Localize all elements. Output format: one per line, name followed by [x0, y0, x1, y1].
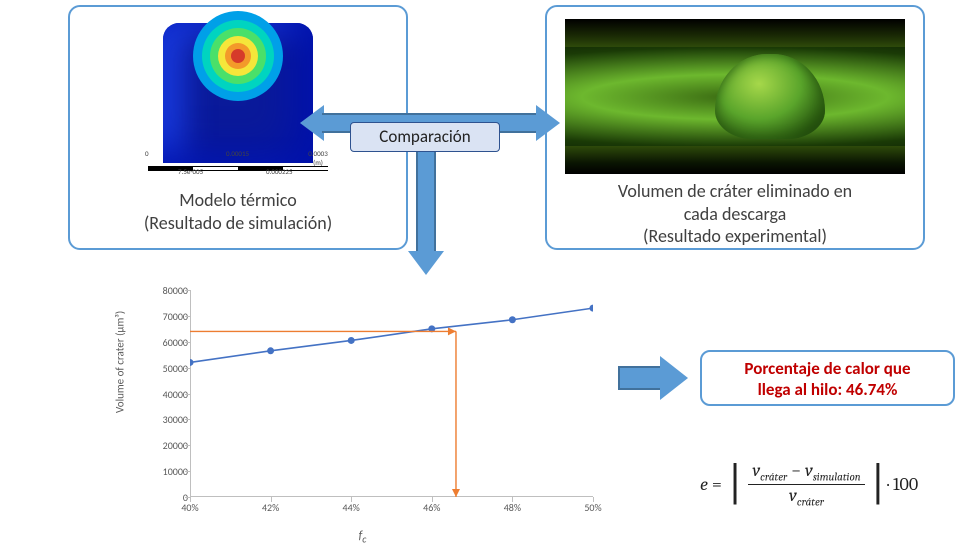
result-line: llega al hilo: 46.74% [708, 379, 947, 400]
result-line: Porcentaje de calor que [708, 358, 947, 379]
down-arrow [408, 150, 444, 275]
chart-x-label: fc [359, 529, 367, 545]
chart-ytick: 60000 [138, 336, 188, 349]
chart-xtick: 44% [331, 501, 371, 514]
chart-xtick: 42% [251, 501, 291, 514]
caption-line: Modelo térmico [78, 189, 398, 212]
compare-label: Comparación [350, 122, 500, 152]
chart-ytick: 10000 [138, 465, 188, 478]
chart-ytick: 30000 [138, 413, 188, 426]
volume-chart: Volume of crater (μm³) 01000020000300004… [120, 280, 605, 545]
sim-scale-bar: 0 0.00015 0.0003 (m) 7.5e-005 0.000225 [148, 159, 328, 177]
caption-line: Volumen de cráter eliminado en [555, 180, 915, 203]
sim-ring [231, 49, 245, 63]
scale-label: 0.0003 (m) [308, 149, 328, 167]
chart-y-label: Volume of crater (μm³) [114, 310, 127, 412]
chart-xtick: 48% [492, 501, 532, 514]
left-panel-caption: Modelo térmico (Resultado de simulación) [78, 189, 398, 234]
result-box: Porcentaje de calor que llega al hilo: 4… [700, 350, 955, 406]
chart-xtick: 46% [412, 501, 452, 514]
experimental-image [565, 19, 905, 174]
chart-xtick: 40% [170, 501, 210, 514]
experimental-panel: Volumen de cráter eliminado en cada desc… [545, 5, 925, 250]
scale-label: 7.5e-005 [178, 167, 203, 176]
thermal-simulation-image: 0 0.00015 0.0003 (m) 7.5e-005 0.000225 [108, 15, 368, 185]
scale-label: 0.000225 [266, 167, 293, 176]
right-panel-caption: Volumen de cráter eliminado en cada desc… [555, 180, 915, 248]
scale-label: 0 [145, 149, 149, 158]
caption-line: cada descarga [555, 203, 915, 226]
scale-label: 0.00015 [226, 149, 249, 158]
formula-lhs: e [700, 474, 708, 495]
caption-line: (Resultado de simulación) [78, 212, 398, 235]
result-arrow [618, 356, 688, 400]
error-formula: e = | vcráter − vsimulation vcráter | · … [700, 460, 918, 508]
caption-line: (Resultado experimental) [555, 225, 915, 248]
chart-ytick: 20000 [138, 439, 188, 452]
chart-ytick: 70000 [138, 310, 188, 323]
formula-tail: · 100 [887, 474, 918, 495]
chart-xtick: 50% [573, 501, 613, 514]
chart-ytick: 80000 [138, 284, 188, 297]
chart-ytick: 50000 [138, 362, 188, 375]
chart-svg [190, 290, 593, 497]
chart-ytick: 40000 [138, 388, 188, 401]
